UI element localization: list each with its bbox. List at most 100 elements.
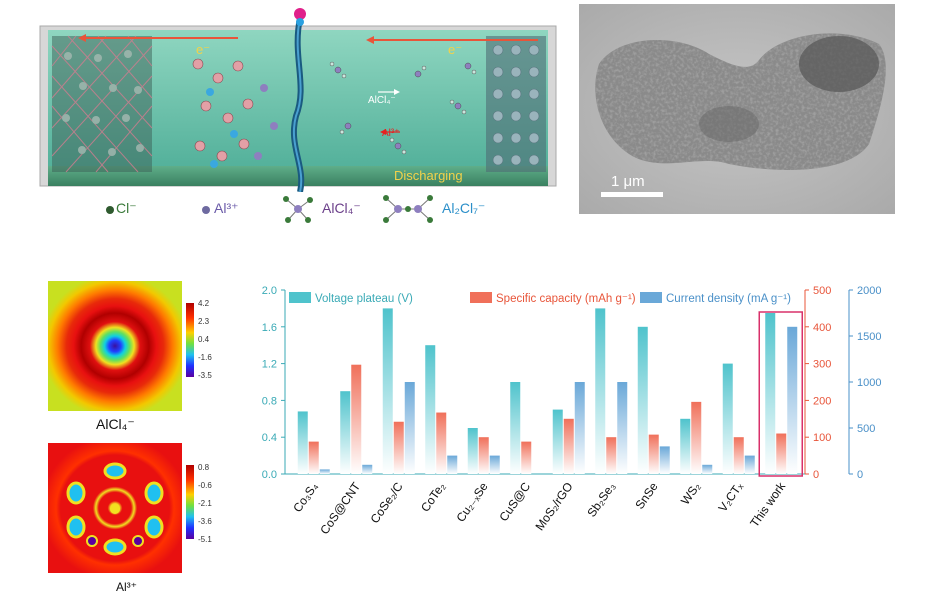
bar-2-3: [447, 455, 458, 474]
legend-cl: Cl⁻: [116, 200, 137, 216]
bar-1-4: [478, 437, 489, 474]
bar-2-0: [319, 469, 330, 474]
bar-0-6: [552, 409, 563, 474]
cl-dot-icon: [106, 206, 114, 214]
current-tick-label: 0: [857, 469, 863, 481]
capacity-tick-label: 400: [813, 322, 831, 334]
bar-1-3: [436, 412, 447, 474]
al2cl7-molecule-icon: [383, 195, 433, 223]
current-tick-label: 1500: [857, 331, 881, 343]
bar-2-11: [787, 326, 798, 474]
category-label: Cu₂₋ₓSe: [453, 479, 490, 524]
category-label: CoTe₂: [418, 479, 448, 514]
left-tick-label: 0.0: [262, 469, 277, 481]
al3-potential-map: [48, 443, 194, 573]
al3-lobes: [66, 462, 164, 556]
bar-2-7: [617, 382, 628, 474]
bar-0-4: [467, 428, 478, 474]
legend-al2cl7: Al₂Cl₇⁻: [442, 200, 486, 216]
al3-cbar-tick-0: 0.8: [198, 463, 210, 472]
alcl4-cbar-tick-4: -3.5: [198, 371, 212, 380]
al3-cbar-tick-3: -3.6: [198, 517, 212, 526]
legend-label-0: Voltage plateau (V): [315, 293, 413, 305]
bar-2-6: [574, 382, 585, 474]
bar-1-7: [606, 437, 617, 474]
bar-1-0: [308, 441, 319, 474]
bar-2-2: [404, 382, 415, 474]
legend-label-2: Current density (mA g⁻¹): [666, 293, 791, 305]
legend-label-1: Specific capacity (mAh g⁻¹): [496, 293, 636, 305]
bar-1-5: [521, 441, 532, 474]
al3-cbar-tick-2: -2.1: [198, 499, 212, 508]
bar-0-7: [595, 308, 606, 474]
category-label: Sb₂Se₃: [584, 480, 618, 520]
capacity-tick-label: 200: [813, 395, 831, 407]
bar-2-9: [702, 464, 713, 474]
capacity-tick-label: 0: [813, 469, 819, 481]
bar-0-5: [510, 382, 521, 474]
al3-map-caption: Al³⁺: [116, 580, 137, 594]
bar-0-0: [297, 411, 308, 474]
legend-al3: Al³⁺: [214, 200, 239, 216]
highlight-box: [758, 311, 803, 477]
current-tick-label: 1000: [857, 377, 881, 389]
left-tick-label: 2.0: [262, 285, 277, 297]
anode-stack: [486, 36, 546, 172]
category-label: SnSe: [632, 479, 660, 511]
category-label: V₂CTₓ: [716, 480, 746, 515]
bar-1-2: [393, 421, 404, 474]
bar-1-6: [563, 418, 574, 474]
alcl4-cbar-tick-1: 2.3: [198, 317, 210, 326]
comparison-bar-chart: 0.0 0.4 0.8 1.2 1.6 2.0 0 100 200 300 400 500 0 500 10…: [262, 285, 882, 537]
legend-swatch-2: [640, 292, 662, 303]
bar-0-3: [425, 345, 436, 474]
bar-2-10: [744, 455, 755, 474]
tem-scale-label: 1 μm: [611, 173, 645, 190]
capacity-tick-label: 500: [813, 285, 831, 297]
bar-2-8: [659, 446, 670, 474]
category-label: MoS₂/rGO: [532, 480, 575, 533]
category-label: WS₂: [678, 479, 703, 507]
separator-knob-base: [296, 18, 304, 26]
bar-2-4: [489, 455, 500, 474]
legend-alcl4: AlCl₄⁻: [322, 200, 361, 216]
category-label: CoS@CNT: [317, 479, 363, 537]
bar-2-1: [362, 464, 373, 474]
category-label: This work: [747, 479, 788, 530]
left-tick-label: 1.2: [262, 359, 277, 371]
al-dot-icon: [202, 206, 210, 214]
alcl4-map-caption: AlCl₄⁻: [96, 416, 135, 432]
bar-1-9: [691, 401, 702, 474]
bar-1-10: [733, 437, 744, 474]
current-tick-label: 500: [857, 423, 875, 435]
tem-micrograph: 1 μm: [579, 4, 895, 214]
bar-1-11: [776, 433, 787, 474]
left-tick-label: 0.4: [262, 432, 277, 444]
category-label: CuS@C: [496, 479, 533, 524]
al-clusters: [192, 58, 278, 168]
discharging-label: Discharging: [394, 168, 463, 183]
alcl4-cbar-tick-2: 0.4: [198, 335, 210, 344]
bar-0-1: [340, 391, 351, 474]
legend-swatch-0: [289, 292, 311, 303]
bar-0-9: [680, 418, 691, 474]
al3-cbar-tick-1: -0.6: [198, 481, 212, 490]
bar-1-1: [351, 364, 362, 474]
capacity-tick-label: 300: [813, 359, 831, 371]
bar-0-10: [722, 363, 733, 474]
battery-schematic: e⁻ e⁻ AlCl₄⁻ Al³⁺ Discharging: [39, 8, 557, 192]
electrolyte-molecules: [334, 62, 472, 150]
alcl4-ion-label: AlCl₄⁻: [368, 95, 396, 106]
left-tick-label: 1.6: [262, 322, 277, 334]
electron-label-left: e⁻: [196, 42, 210, 57]
bar-0-8: [637, 326, 648, 474]
current-tick-label: 2000: [857, 285, 881, 297]
capacity-tick-label: 100: [813, 432, 831, 444]
left-tick-label: 0.8: [262, 395, 277, 407]
category-label: Co₃S₄: [290, 480, 321, 515]
bar-0-2: [382, 308, 393, 474]
al3-cbar-tick-4: -5.1: [198, 535, 212, 544]
category-label: CoSe₂/C: [367, 479, 405, 526]
bar-1-8: [648, 434, 659, 474]
cathode-lattice: [51, 35, 153, 173]
